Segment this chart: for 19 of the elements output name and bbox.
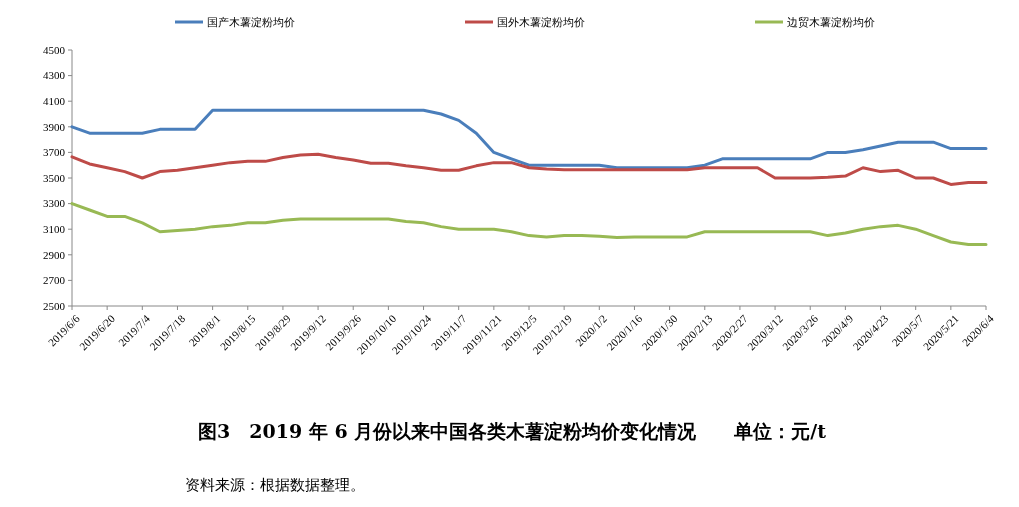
- line-series: [70, 202, 988, 247]
- line-series: [70, 108, 988, 170]
- y-tick-label: 4500: [43, 43, 66, 56]
- line-series: [70, 152, 988, 186]
- y-tick-label: 2900: [43, 248, 66, 261]
- legend-label: 国外木薯淀粉均价: [497, 15, 585, 29]
- y-tick-label: 4300: [43, 69, 66, 82]
- text: 图3 2019 年 6 月份以来中国各类木薯淀粉均价变化情况 单位：元/t: [198, 420, 827, 442]
- y-tick-label: 4100: [43, 95, 66, 108]
- legend-label: 国产木薯淀粉均价: [207, 15, 295, 29]
- y-tick-label: 2500: [43, 299, 66, 312]
- y-tick-label: 3100: [43, 223, 66, 236]
- text: 资料来源：根据数据整理。: [185, 476, 365, 494]
- y-tick-label: 3500: [43, 171, 66, 184]
- legend-label: 边贸木薯淀粉均价: [787, 15, 875, 29]
- y-tick-label: 3700: [43, 146, 66, 159]
- y-tick-label: 3900: [43, 120, 66, 133]
- y-tick-label: 3300: [43, 197, 66, 210]
- y-tick-label: 2700: [43, 274, 66, 287]
